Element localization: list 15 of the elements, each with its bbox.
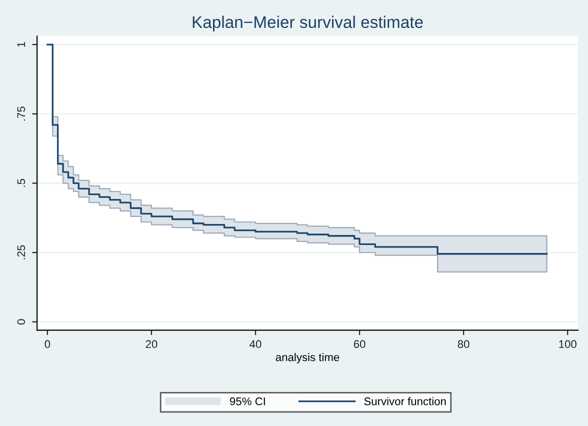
chart-title: Kaplan−Meier survival estimate — [192, 16, 423, 32]
x-tick-label: 0 — [44, 340, 50, 348]
text: 95% CI — [230, 397, 265, 406]
y-tick-label: .5 — [17, 179, 26, 187]
x-tick-label: 20 — [146, 340, 158, 348]
y-tick-label: .25 — [17, 245, 26, 260]
y-tick-label: 0 — [17, 319, 26, 324]
x-tick-label: 80 — [458, 340, 470, 348]
y-tick-label: 1 — [17, 42, 26, 47]
x-tick-label: 60 — [354, 340, 366, 348]
text: Survivor function — [364, 397, 446, 406]
y-tick-label: .75 — [17, 106, 26, 121]
x-tick-label: 40 — [250, 340, 262, 348]
x-tick-label: 100 — [559, 340, 576, 348]
x-axis-title: analysis time — [276, 353, 340, 364]
